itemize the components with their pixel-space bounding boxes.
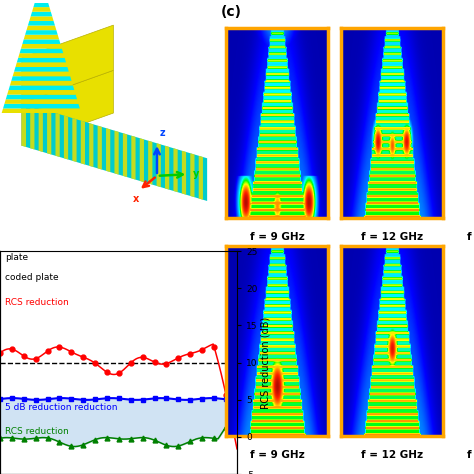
Text: f = 12 GHz: f = 12 GHz bbox=[361, 450, 423, 460]
Text: f: f bbox=[467, 232, 472, 242]
Polygon shape bbox=[89, 123, 93, 167]
Y-axis label: RCS reduction (dB): RCS reduction (dB) bbox=[260, 317, 270, 409]
Polygon shape bbox=[165, 146, 169, 190]
Polygon shape bbox=[106, 128, 110, 172]
Text: RCS reduction: RCS reduction bbox=[5, 298, 68, 307]
Polygon shape bbox=[55, 113, 60, 157]
Polygon shape bbox=[182, 151, 186, 195]
Text: coded plate: coded plate bbox=[5, 273, 58, 283]
Text: x: x bbox=[133, 194, 139, 204]
Polygon shape bbox=[30, 106, 35, 149]
Text: f = 9 GHz: f = 9 GHz bbox=[249, 450, 304, 460]
Polygon shape bbox=[73, 118, 77, 162]
Polygon shape bbox=[148, 141, 152, 185]
Polygon shape bbox=[64, 116, 68, 160]
Text: plate: plate bbox=[5, 254, 28, 263]
Polygon shape bbox=[156, 143, 161, 187]
Polygon shape bbox=[140, 138, 144, 182]
Text: 5 dB reduction reduction: 5 dB reduction reduction bbox=[5, 403, 117, 412]
Text: f: f bbox=[467, 450, 472, 460]
Polygon shape bbox=[47, 110, 51, 155]
Text: (c): (c) bbox=[220, 5, 242, 19]
Text: f = 12 GHz: f = 12 GHz bbox=[361, 232, 423, 242]
Polygon shape bbox=[22, 103, 26, 147]
Polygon shape bbox=[22, 25, 113, 103]
Polygon shape bbox=[173, 148, 178, 192]
Text: y: y bbox=[192, 169, 199, 179]
Polygon shape bbox=[39, 108, 43, 152]
Polygon shape bbox=[22, 103, 207, 201]
Text: z: z bbox=[159, 128, 165, 138]
Polygon shape bbox=[190, 153, 194, 197]
Text: RCS reduction: RCS reduction bbox=[5, 427, 68, 436]
Text: f = 9 GHz: f = 9 GHz bbox=[249, 232, 304, 242]
Polygon shape bbox=[199, 156, 203, 200]
Polygon shape bbox=[22, 70, 113, 146]
Polygon shape bbox=[115, 131, 118, 174]
Polygon shape bbox=[81, 120, 85, 164]
Polygon shape bbox=[131, 136, 136, 180]
Polygon shape bbox=[123, 133, 127, 177]
Polygon shape bbox=[98, 126, 102, 170]
